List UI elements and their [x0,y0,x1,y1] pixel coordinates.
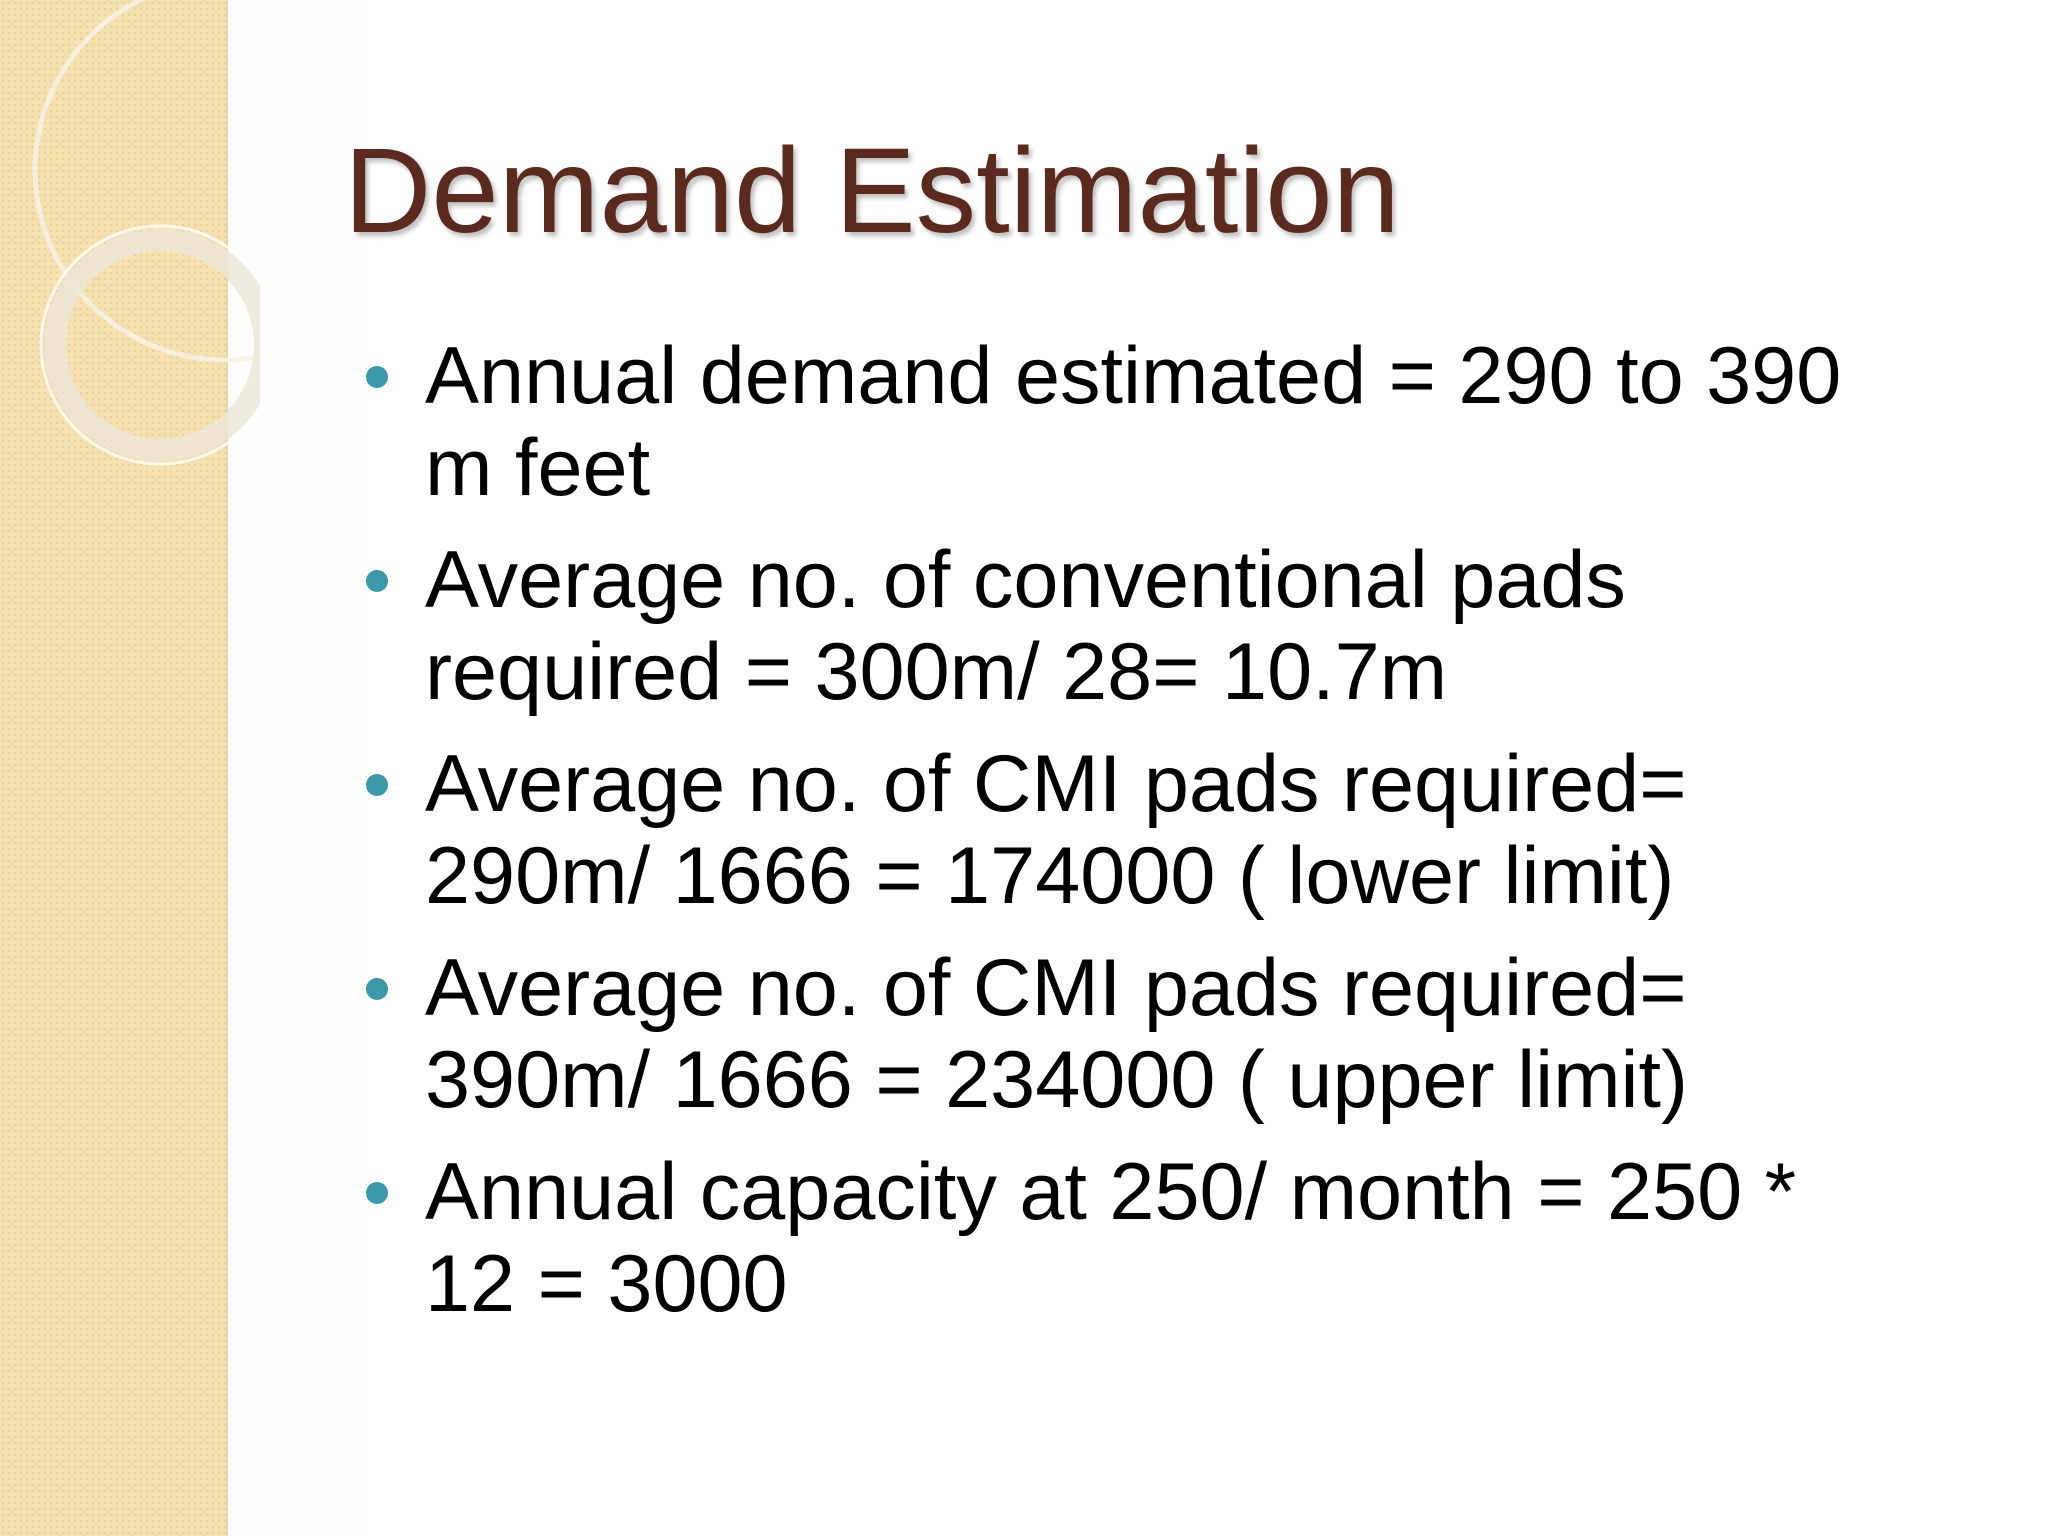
bullet-dot [366,570,388,592]
bullet-item: Annual capacity at 250/ month = 250 * 12 … [360,1146,1841,1330]
bullet-text: Annual capacity at 250/ month = 250 * [425,1147,1797,1237]
bullet-text: Average no. of CMI pads required= [425,739,1687,829]
bullet-list: Annual demand estimated = 290 to 390 m fe… [360,330,1841,1350]
bullet-item: Average no. of CMI pads required= 390m/ 1… [360,942,1841,1126]
slide-title: Demand Estimation [344,122,1400,258]
bullet-item: Average no. of CMI pads required= 290m/ 1… [360,738,1841,922]
bullet-dot [366,774,388,796]
bullet-text: Annual demand estimated = 290 to 390 [425,331,1842,421]
bullet-text: m feet [425,423,651,513]
bullet-item: Annual demand estimated = 290 to 390 m fe… [360,330,1841,514]
bullet-dot [366,1182,388,1204]
bullet-dot [366,978,388,1000]
bullet-text: 12 = 3000 [425,1239,788,1329]
bullet-text: 290m/ 1666 = 174000 ( lower limit) [425,831,1675,921]
bullet-text: Average no. of conventional pads [425,535,1626,625]
bullet-text: 390m/ 1666 = 234000 ( upper limit) [425,1035,1689,1125]
bullet-text: required = 300m/ 28= 10.7m [425,627,1448,717]
bullet-dot [366,366,388,388]
decoration [32,0,260,466]
bullet-item: Average no. of conventional pads required… [360,534,1841,718]
bullet-text: Average no. of CMI pads required= [425,943,1687,1033]
